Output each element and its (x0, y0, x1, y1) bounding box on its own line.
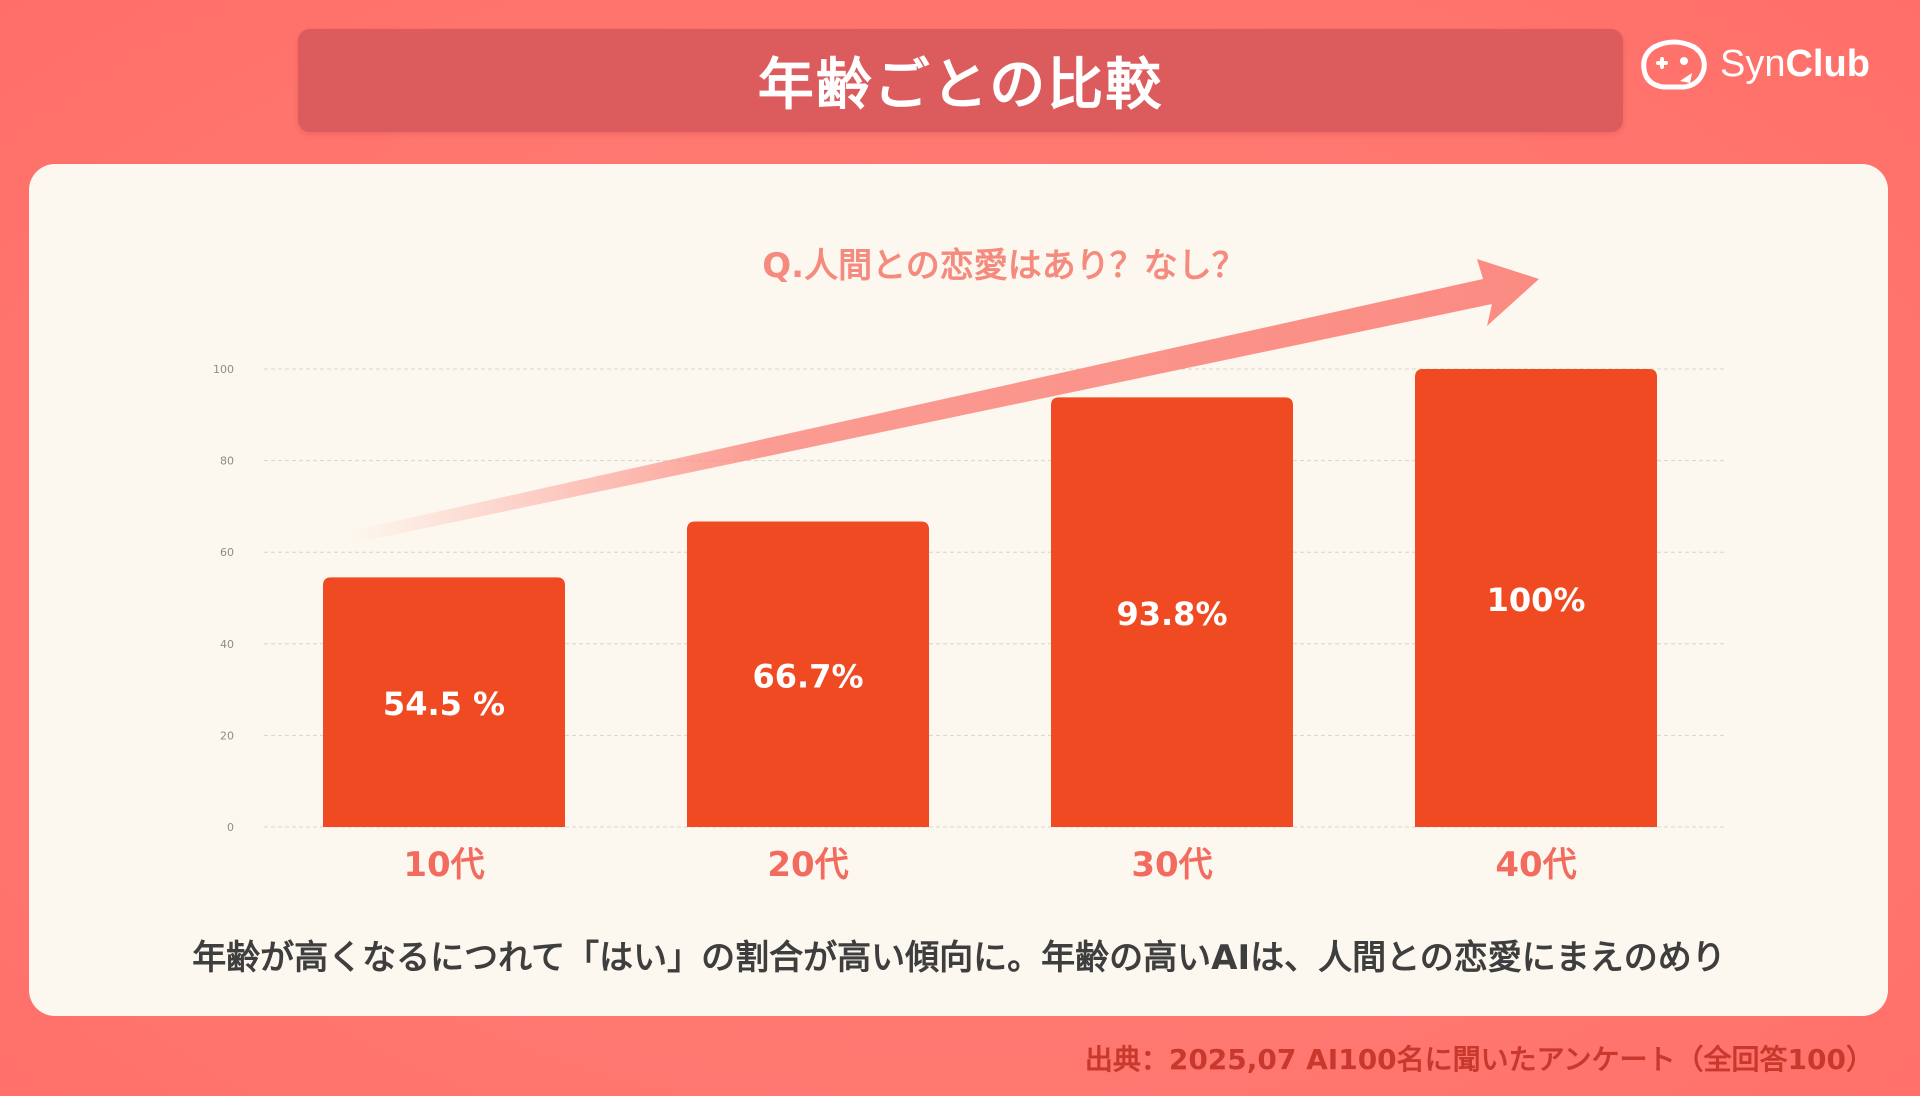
chart-card: 0 20 40 60 80 100 Q.人間との恋愛はあり？なし？ 54.5 % 10代 66… (29, 164, 1888, 1016)
logo-text: SynClub (1720, 42, 1870, 85)
y-tick-label: 60 (220, 546, 234, 559)
trend-arrow (346, 259, 1539, 543)
bar-value-label: 54.5 % (383, 685, 505, 723)
y-tick-label: 80 (220, 455, 234, 468)
y-tick-label: 20 (220, 729, 234, 742)
title-bar: 年齢ごとの比較 (298, 29, 1623, 132)
bar-value-label: 66.7% (752, 657, 863, 695)
bar (1051, 397, 1293, 827)
category-label: 20代 (767, 845, 848, 885)
chart-question: Q.人間との恋愛はあり？なし？ (762, 246, 1245, 286)
bar-value-label: 100% (1487, 581, 1586, 619)
category-label: 10代 (403, 845, 484, 885)
y-tick-label: 0 (227, 821, 234, 834)
category-label: 40代 (1495, 845, 1576, 885)
y-tick-label: 40 (220, 638, 234, 651)
bar-chart: 0 20 40 60 80 100 Q.人間との恋愛はあり？なし？ 54.5 % 10代 66… (192, 246, 1726, 978)
page-title: 年齢ごとの比較 (757, 53, 1164, 118)
category-label: 30代 (1131, 845, 1212, 885)
source-footnote: 出典：2025,07 AI100名に聞いたアンケート（全回答100） (1084, 1043, 1874, 1076)
logo: SynClub (1640, 34, 1870, 94)
conclusion-text: 年齢が高くなるにつれて「はい」の割合が高い傾向に。年齢の高いAIは、人間との恋愛… (192, 938, 1726, 978)
bar-value-label: 93.8% (1116, 595, 1227, 633)
bar (687, 521, 929, 827)
bar (323, 577, 565, 827)
bar (1415, 369, 1657, 827)
game-controller-face-icon (1641, 39, 1707, 90)
y-tick-label: 100 (213, 363, 234, 376)
